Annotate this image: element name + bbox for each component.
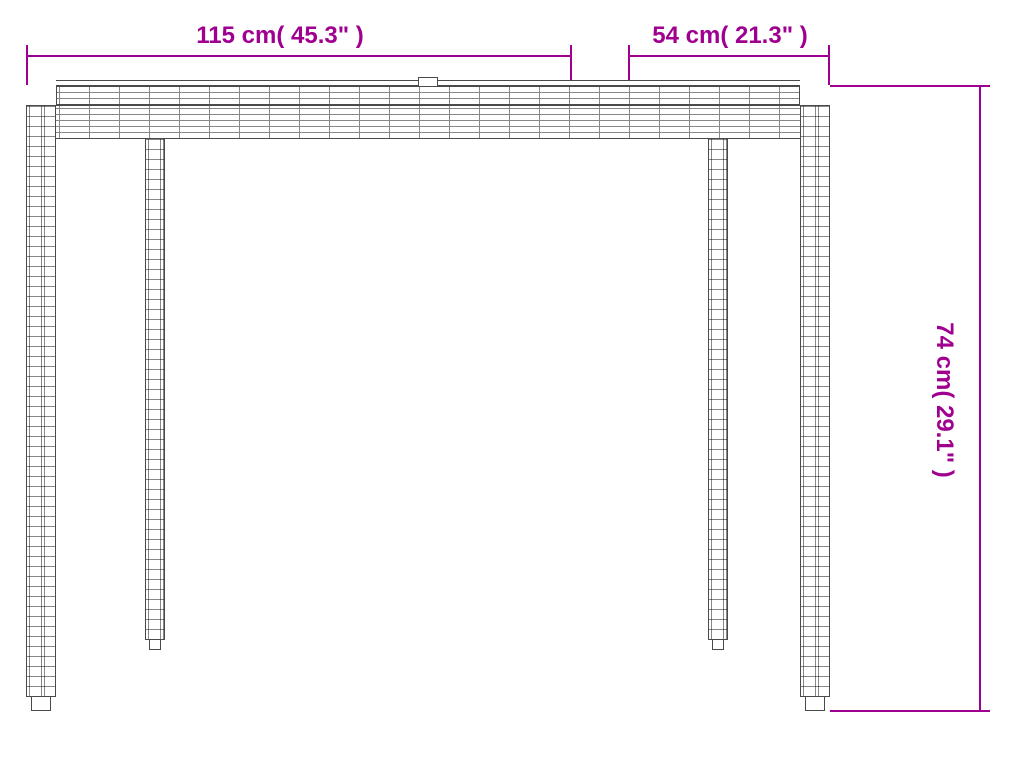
table-foot-front-right <box>805 697 825 711</box>
dimension-width-label: 115 cm( 45.3" ) <box>196 22 363 50</box>
table-leg-front-left <box>26 105 56 697</box>
table-frame-back <box>56 86 800 105</box>
dimension-depth-label: 54 cm( 21.3" ) <box>652 22 807 50</box>
dimension-height-line <box>979 86 981 711</box>
dimension-height-label: 74 cm( 29.1" ) <box>930 322 958 477</box>
table-leg-back-left <box>145 110 165 640</box>
dimension-width-tick-right <box>570 45 572 85</box>
table-foot-front-left <box>31 697 51 711</box>
dimension-depth-tick-left <box>628 45 630 85</box>
table-leg-back-right <box>708 110 728 640</box>
dimension-depth-line <box>628 55 830 57</box>
dimension-width-tick-left <box>26 45 28 85</box>
table-frame-front <box>26 105 830 139</box>
table-foot-back-left <box>149 640 161 650</box>
dimension-height-tick-bottom <box>830 710 990 712</box>
dimension-width-line <box>26 55 572 57</box>
diagram-container: 115 cm( 45.3" ) 54 cm( 21.3" ) 74 cm( 29… <box>0 0 1020 765</box>
table-foot-back-right <box>712 640 724 650</box>
dimension-depth-tick-right <box>828 45 830 85</box>
table-leg-front-right <box>800 105 830 697</box>
dimension-height-tick-top <box>830 85 990 87</box>
table-glass-divider <box>418 77 438 86</box>
